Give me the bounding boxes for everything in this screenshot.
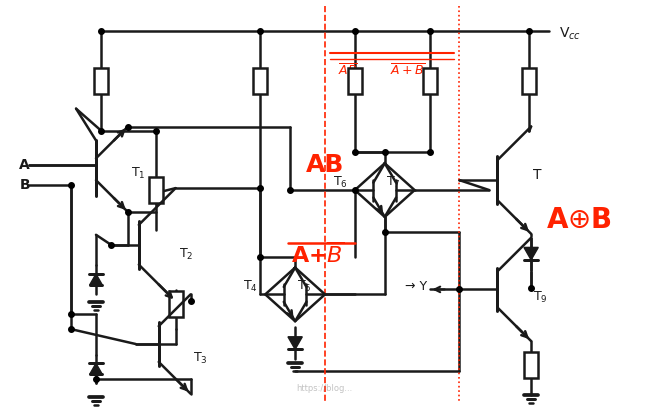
Text: https://blog...: https://blog... [296,384,352,393]
Text: → Y: → Y [406,280,428,293]
FancyBboxPatch shape [524,352,538,378]
Text: A+$\overline{B}$: A+$\overline{B}$ [292,242,345,267]
Text: T$_3$: T$_3$ [192,351,207,366]
FancyBboxPatch shape [522,68,536,94]
Text: V$_{cc}$: V$_{cc}$ [559,26,581,42]
FancyBboxPatch shape [94,68,108,94]
Text: B: B [19,178,30,192]
Text: T$_7$: T$_7$ [386,175,401,190]
Text: T$_4$: T$_4$ [244,279,258,294]
Polygon shape [288,337,303,349]
Polygon shape [89,274,102,285]
FancyBboxPatch shape [149,177,163,203]
Text: $\overline{A+B}$: $\overline{A+B}$ [390,63,425,79]
Polygon shape [89,363,102,375]
Polygon shape [524,247,538,260]
FancyBboxPatch shape [168,291,183,317]
Text: T: T [533,168,542,182]
Text: T$_6$: T$_6$ [333,175,348,190]
Text: $\overline{AB}$: $\overline{AB}$ [338,63,358,79]
Text: A: A [19,158,30,172]
Text: T$_9$: T$_9$ [533,290,548,305]
Text: T$_5$: T$_5$ [297,279,311,294]
Text: AB: AB [306,153,344,177]
Text: T$_1$: T$_1$ [131,166,145,181]
FancyBboxPatch shape [422,68,437,94]
FancyBboxPatch shape [253,68,267,94]
Text: T$_2$: T$_2$ [179,247,193,262]
Text: A$\oplus$B: A$\oplus$B [546,206,612,234]
FancyBboxPatch shape [348,68,362,94]
